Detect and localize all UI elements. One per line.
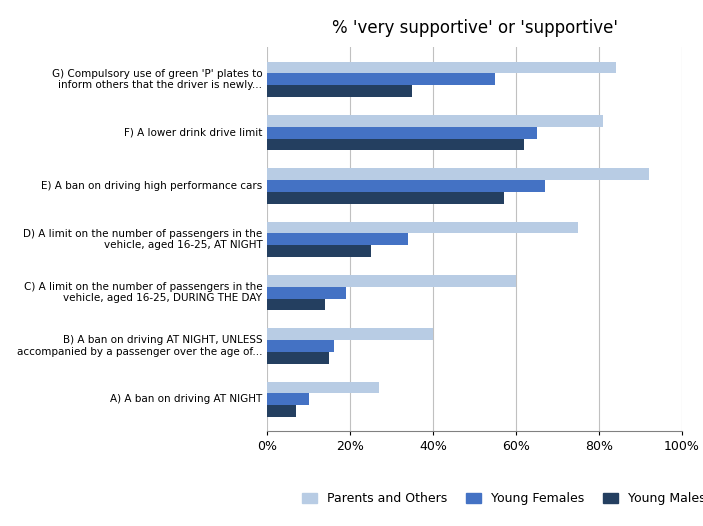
Bar bbox=[267, 127, 537, 138]
Bar bbox=[267, 275, 516, 287]
Title: % 'very supportive' or 'supportive': % 'very supportive' or 'supportive' bbox=[332, 19, 617, 37]
Bar bbox=[267, 340, 333, 352]
Bar bbox=[267, 393, 309, 405]
Bar bbox=[267, 74, 495, 85]
Bar bbox=[267, 245, 371, 257]
Bar bbox=[267, 234, 408, 245]
Bar bbox=[267, 382, 379, 393]
Legend: Parents and Others, Young Females, Young Males: Parents and Others, Young Females, Young… bbox=[297, 488, 703, 511]
Bar bbox=[267, 328, 433, 340]
Bar bbox=[267, 115, 603, 127]
Bar bbox=[267, 405, 296, 417]
Bar bbox=[267, 62, 616, 74]
Bar bbox=[267, 85, 412, 97]
Bar bbox=[267, 287, 346, 299]
Bar bbox=[267, 352, 329, 363]
Bar bbox=[267, 168, 649, 180]
Bar bbox=[267, 138, 524, 150]
Bar bbox=[267, 192, 503, 204]
Bar bbox=[267, 299, 325, 310]
Bar bbox=[267, 222, 578, 234]
Bar bbox=[267, 180, 545, 192]
